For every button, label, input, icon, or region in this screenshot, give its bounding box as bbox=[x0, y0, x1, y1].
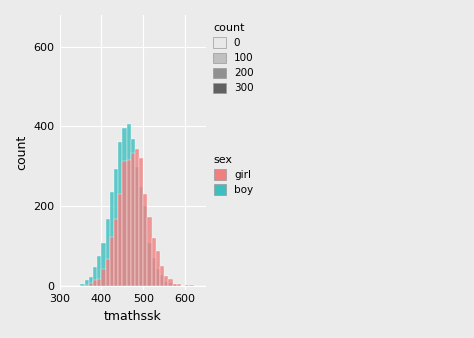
Bar bbox=[139, 187, 143, 286]
Bar bbox=[156, 269, 160, 286]
Bar bbox=[160, 275, 164, 286]
Bar bbox=[168, 279, 173, 286]
Bar bbox=[127, 124, 131, 286]
Y-axis label: count: count bbox=[15, 135, 28, 170]
Bar bbox=[114, 169, 118, 286]
Bar bbox=[106, 259, 110, 286]
Bar bbox=[81, 284, 85, 286]
Bar bbox=[131, 139, 135, 286]
Bar bbox=[131, 153, 135, 286]
Bar bbox=[106, 219, 110, 286]
Bar bbox=[110, 237, 114, 286]
Bar bbox=[85, 285, 89, 286]
Legend: girl, boy: girl, boy bbox=[210, 152, 256, 198]
Bar bbox=[177, 284, 181, 286]
Bar bbox=[110, 192, 114, 286]
Bar bbox=[118, 142, 122, 286]
Bar bbox=[160, 266, 164, 286]
Bar bbox=[122, 128, 127, 286]
Bar bbox=[122, 162, 127, 286]
Bar bbox=[97, 256, 101, 286]
Bar bbox=[114, 219, 118, 286]
Bar bbox=[135, 167, 139, 286]
Bar bbox=[101, 269, 106, 286]
Bar bbox=[93, 280, 97, 286]
Bar bbox=[139, 158, 143, 286]
Bar bbox=[93, 267, 97, 286]
Bar bbox=[127, 160, 131, 286]
Bar bbox=[89, 283, 93, 286]
Bar bbox=[173, 284, 177, 286]
Bar bbox=[147, 243, 152, 286]
Bar bbox=[135, 149, 139, 286]
Bar bbox=[164, 282, 168, 286]
Bar bbox=[152, 238, 156, 286]
Bar bbox=[185, 285, 190, 286]
Bar bbox=[118, 194, 122, 286]
X-axis label: tmathssk: tmathssk bbox=[104, 310, 162, 323]
Bar bbox=[168, 283, 173, 286]
Bar bbox=[143, 194, 147, 286]
Bar bbox=[147, 217, 152, 286]
Bar bbox=[156, 250, 160, 286]
Bar bbox=[190, 285, 193, 286]
Bar bbox=[89, 277, 93, 286]
Bar bbox=[143, 206, 147, 286]
Bar bbox=[173, 284, 177, 286]
Bar bbox=[85, 281, 89, 286]
Bar bbox=[152, 258, 156, 286]
Bar bbox=[164, 276, 168, 286]
Bar bbox=[97, 279, 101, 286]
Bar bbox=[101, 243, 106, 286]
